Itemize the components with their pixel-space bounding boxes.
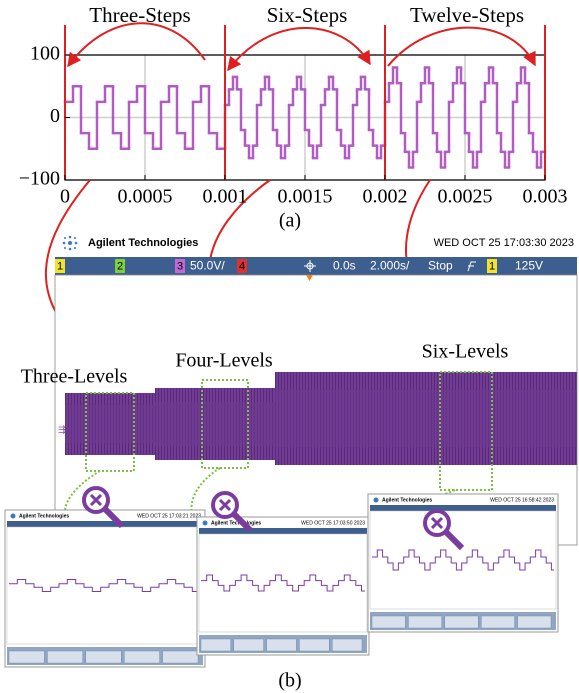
inset-softkey: [85, 650, 122, 664]
arrow: [227, 27, 371, 72]
x-tick-label: 0.0025: [438, 186, 493, 208]
x-tick-label: 0.002: [363, 186, 408, 208]
arrow: [67, 22, 206, 68]
inset-softkey: [332, 638, 363, 652]
date: WED OCT 25 17:03:30 2023: [434, 237, 574, 249]
inset-softkey: [200, 638, 231, 652]
inset-softkey: [8, 650, 45, 664]
inset-softkey: [47, 650, 84, 664]
inset-softkey: [371, 615, 406, 629]
ground-marker: ⇶: [58, 424, 66, 434]
inset-logo: [373, 497, 379, 503]
x-tick-label: 0: [60, 186, 70, 208]
inset-status-bar: [370, 505, 556, 511]
inset-logo: [202, 520, 208, 526]
channel-box: [175, 259, 185, 273]
inset-screen: [369, 510, 557, 610]
magnifier: [423, 509, 465, 551]
channel-box: [115, 259, 125, 273]
x-tick-label: 0.0015: [278, 186, 333, 208]
brand: Agilent Technologies: [88, 237, 198, 249]
y-tick-label: 0: [50, 105, 60, 127]
status-item: 2: [117, 260, 123, 272]
signal-core: [155, 402, 275, 446]
inset-screen: [198, 533, 368, 633]
status-item: 3: [177, 260, 183, 272]
caption: (a): [279, 210, 301, 232]
status-item: 2.000s/: [370, 259, 410, 273]
status-item: Stop: [428, 259, 453, 273]
status-item: 125V: [515, 259, 543, 273]
zoom-box: [85, 392, 135, 472]
inset-date: WED OCT 25 16:58:42 2023: [490, 497, 554, 503]
inset-date: WED OCT 25 17:03:50 2023: [301, 520, 365, 526]
channel-box: [237, 259, 247, 273]
x-tick-label: 0.003: [523, 186, 568, 208]
arrow: [387, 26, 536, 67]
inset-logo: [10, 513, 16, 519]
inset-softkey: [233, 638, 264, 652]
y-tick-label: 100: [30, 43, 60, 65]
magnifiers: [82, 486, 465, 551]
status-item: 4: [239, 260, 245, 272]
insets: Agilent Technologies WED OCT 25 17:03:21 …: [4, 493, 559, 668]
channel-box: [55, 259, 65, 273]
logo: [62, 235, 78, 251]
inset-waveform: [201, 574, 365, 592]
annotation: Twelve-Steps: [410, 3, 524, 27]
inset-status-bar: [199, 528, 367, 534]
x-tick-label: 0.0005: [118, 186, 173, 208]
signal-core: [275, 390, 577, 447]
inset-brand: Agilent Technologies: [19, 513, 69, 519]
oscilloscope: Agilent Technologies WED OCT 25 17:03:30…: [4, 235, 578, 692]
inset-brand: Agilent Technologies: [211, 520, 261, 526]
caption: (b): [278, 670, 301, 692]
inset-softkey: [266, 638, 297, 652]
inset-status-bar: [7, 521, 203, 527]
y-tick-label: −100: [19, 168, 60, 190]
annotation: Six-Steps: [267, 3, 348, 27]
inset-softkey: [408, 615, 442, 629]
level-labels: Three-Levels Four-Levels Six-Levels: [21, 341, 509, 388]
magnifier: [211, 491, 253, 533]
level-label: Four-Levels: [175, 350, 273, 372]
inset-brand: Agilent Technologies: [382, 497, 432, 503]
inset: Agilent Technologies WED OCT 25 17:03:50 …: [196, 516, 370, 656]
signal-core: [65, 405, 155, 443]
inset-softkey: [481, 615, 515, 629]
x-tick-label: 0.001: [203, 186, 248, 208]
inset: Agilent Technologies WED OCT 25 16:58:42 …: [367, 493, 559, 633]
inset-softkey: [123, 650, 160, 664]
inset-softkey: [299, 638, 330, 652]
annotation: Three-Steps: [89, 3, 190, 27]
inset-softkey: [162, 650, 199, 664]
inset-date: WED OCT 25 17:03:21 2023: [137, 513, 201, 519]
inset-waveform: [9, 579, 202, 592]
inset-waveform: [372, 549, 554, 571]
level-label: Six-Levels: [422, 341, 509, 363]
chart-a: Three-Steps Six-Steps Twelve-Steps (a) 1…: [19, 3, 568, 359]
status-item: 1: [489, 260, 495, 272]
zoom-box: [439, 371, 493, 491]
segment-dividers: [64, 25, 546, 180]
channel-box: [487, 259, 497, 273]
plot: [63, 66, 547, 169]
inset-softkey: [517, 615, 552, 629]
trigger-marker: [306, 275, 313, 281]
status-item: 1: [57, 260, 63, 272]
magnifier: [82, 486, 125, 529]
status-item: 0.0s: [333, 259, 356, 273]
inset-softkey: [444, 615, 479, 629]
zoom-arrow: [63, 470, 101, 541]
inset-screen: [6, 526, 204, 645]
level-label: Three-Levels: [21, 366, 128, 388]
zoom-box: [201, 379, 249, 469]
inset: Agilent Technologies WED OCT 25 17:03:21 …: [4, 509, 206, 668]
trigger-icon: [467, 261, 476, 272]
sun-icon: [304, 260, 316, 272]
status-item: 50.0V/: [190, 259, 225, 273]
